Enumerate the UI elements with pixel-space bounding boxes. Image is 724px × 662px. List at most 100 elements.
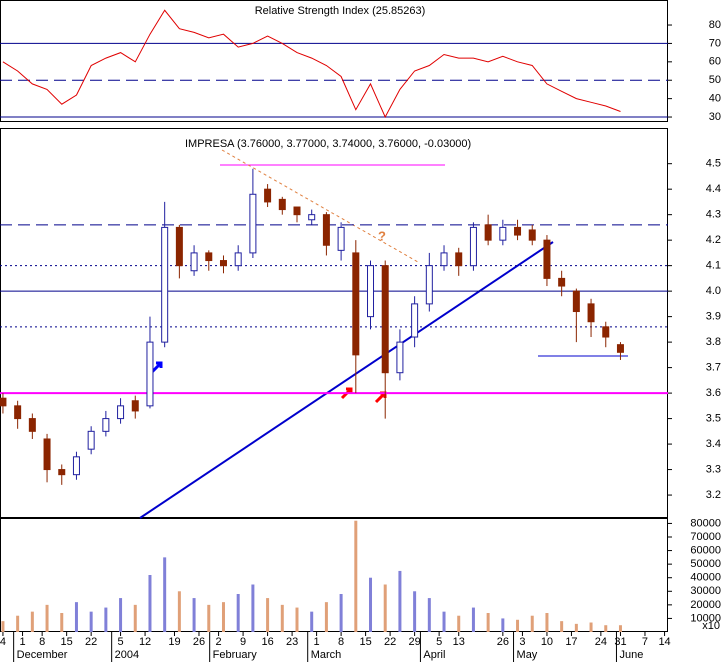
volume-bar xyxy=(60,613,64,632)
y-tick-label: 4.2 xyxy=(706,234,721,246)
y-tick-label: 4.3 xyxy=(706,209,721,221)
x-tick-label: 10 xyxy=(541,636,553,648)
x-tick-label: 24 xyxy=(595,636,607,648)
volume-bar xyxy=(486,613,490,632)
candle-body xyxy=(175,226,183,267)
y-tick-label: 80 xyxy=(709,19,721,31)
y-tick-label: 30000 xyxy=(690,585,721,597)
volume-bar xyxy=(207,604,211,632)
y-tick-label: 60000 xyxy=(690,544,721,556)
y-tick-label: 3.7 xyxy=(706,362,721,374)
y-tick-label: 3.5 xyxy=(706,412,721,424)
volume-bar xyxy=(618,625,622,632)
x-tick-label: 26 xyxy=(497,636,509,648)
volume-bar xyxy=(589,622,593,632)
volume-bar xyxy=(177,591,181,632)
x-tick-label: 16 xyxy=(261,636,273,648)
candle-body xyxy=(381,265,389,374)
volume-bar xyxy=(427,598,431,632)
volume-bar xyxy=(413,591,417,632)
x-tick-label: 29 xyxy=(408,636,420,648)
candle-body xyxy=(43,438,51,471)
volume-bar xyxy=(516,619,520,632)
volume-bar xyxy=(192,598,196,632)
y-tick-label: 3.4 xyxy=(706,438,721,450)
y-tick-label: 60 xyxy=(709,56,721,68)
x-tick-label: 22 xyxy=(384,636,396,648)
down-trend-line xyxy=(221,149,419,263)
x-tick-label: 19 xyxy=(168,636,180,648)
x-tick-label: 8 xyxy=(338,636,344,648)
candle-body xyxy=(264,188,272,203)
volume-bar xyxy=(133,604,137,632)
candle-body xyxy=(514,226,522,236)
volume-bar xyxy=(339,594,343,632)
month-label: February xyxy=(213,649,258,661)
y-tick-label: 50 xyxy=(709,74,721,86)
volume-bar xyxy=(369,577,373,632)
y-tick-label: 70 xyxy=(709,37,721,49)
volume-panel xyxy=(0,518,668,632)
x-tick-label: 5 xyxy=(118,636,124,648)
volume-bar xyxy=(574,623,578,632)
candle-body xyxy=(293,206,301,216)
y-tick-label: 4.1 xyxy=(706,260,721,272)
price-panel xyxy=(0,128,668,518)
candle-body xyxy=(190,252,198,272)
volume-bar xyxy=(530,615,534,632)
candle-body xyxy=(102,418,110,432)
month-label: May xyxy=(517,649,538,661)
y-tick-label: 10000 xyxy=(690,612,721,624)
y-tick-label: 30 xyxy=(709,111,721,123)
candle-body xyxy=(499,226,507,241)
y-axis-note: x10 xyxy=(702,620,720,632)
volume-bar xyxy=(324,602,328,632)
y-tick-label: 4.0 xyxy=(706,285,721,297)
volume-bar xyxy=(163,557,167,632)
candle-body xyxy=(58,469,66,476)
volume-bar xyxy=(74,602,78,632)
volume-bar xyxy=(236,594,240,632)
volume-bar xyxy=(16,615,20,632)
x-tick-label: 7 xyxy=(642,636,648,648)
candle-body xyxy=(28,418,36,432)
y-tick-label: 40 xyxy=(709,93,721,105)
trend-line xyxy=(139,241,554,519)
month-label: June xyxy=(619,649,643,661)
volume-bar xyxy=(119,598,123,632)
rsi-panel xyxy=(0,0,668,122)
volume-bar xyxy=(89,611,93,632)
candle-body xyxy=(72,456,80,476)
candle-body xyxy=(572,290,580,313)
x-tick-label: 1 xyxy=(314,636,320,648)
price-title: IMPRESA (3.76000, 3.77000, 3.74000, 3.76… xyxy=(185,138,471,150)
candle-body xyxy=(455,252,463,267)
y-tick-label: 3.9 xyxy=(706,311,721,323)
candle-body xyxy=(352,252,360,356)
y-tick-label: 3.6 xyxy=(706,387,721,399)
volume-bar xyxy=(148,575,152,632)
y-tick-label: 4.5 xyxy=(706,158,721,170)
x-tick-label: 14 xyxy=(658,636,670,648)
y-tick-label: 70000 xyxy=(690,531,721,543)
candle-body xyxy=(161,226,169,343)
y-tick-label: 20000 xyxy=(690,599,721,611)
volume-bar xyxy=(104,607,108,632)
candle-body xyxy=(0,397,7,407)
annotation: ? xyxy=(378,228,386,243)
volume-bar xyxy=(280,604,284,632)
candle-body xyxy=(278,198,286,211)
y-tick-label: 3.3 xyxy=(706,463,721,475)
arrow xyxy=(374,391,387,404)
candle-body xyxy=(425,265,433,305)
volume-bar xyxy=(45,604,49,632)
month-label: April xyxy=(423,649,445,661)
y-tick-label: 3.2 xyxy=(706,489,721,501)
month-label: 2004 xyxy=(115,649,139,661)
volume-bar xyxy=(398,570,402,632)
x-tick-label: 2 xyxy=(216,636,222,648)
volume-bar xyxy=(251,584,255,632)
candle-body xyxy=(219,260,227,267)
x-tick-label: 23 xyxy=(286,636,298,648)
x-tick-label: 26 xyxy=(193,636,205,648)
